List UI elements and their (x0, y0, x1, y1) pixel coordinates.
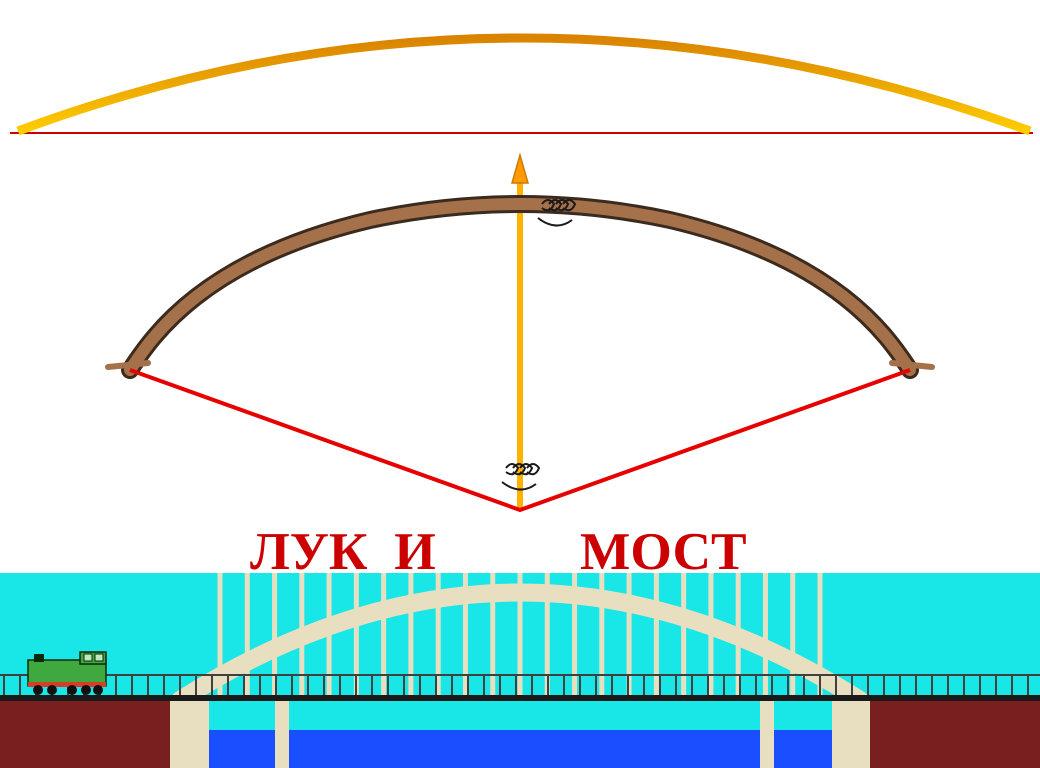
bow-tip-right (892, 363, 932, 367)
bow-tip-left (108, 363, 148, 367)
abutment-right (870, 701, 1040, 768)
bridge-deck (0, 695, 1040, 701)
bridge-infographic (0, 573, 1040, 768)
arrow-head (512, 155, 528, 183)
bow-diagram (0, 0, 1040, 540)
abutment-left (0, 701, 170, 768)
